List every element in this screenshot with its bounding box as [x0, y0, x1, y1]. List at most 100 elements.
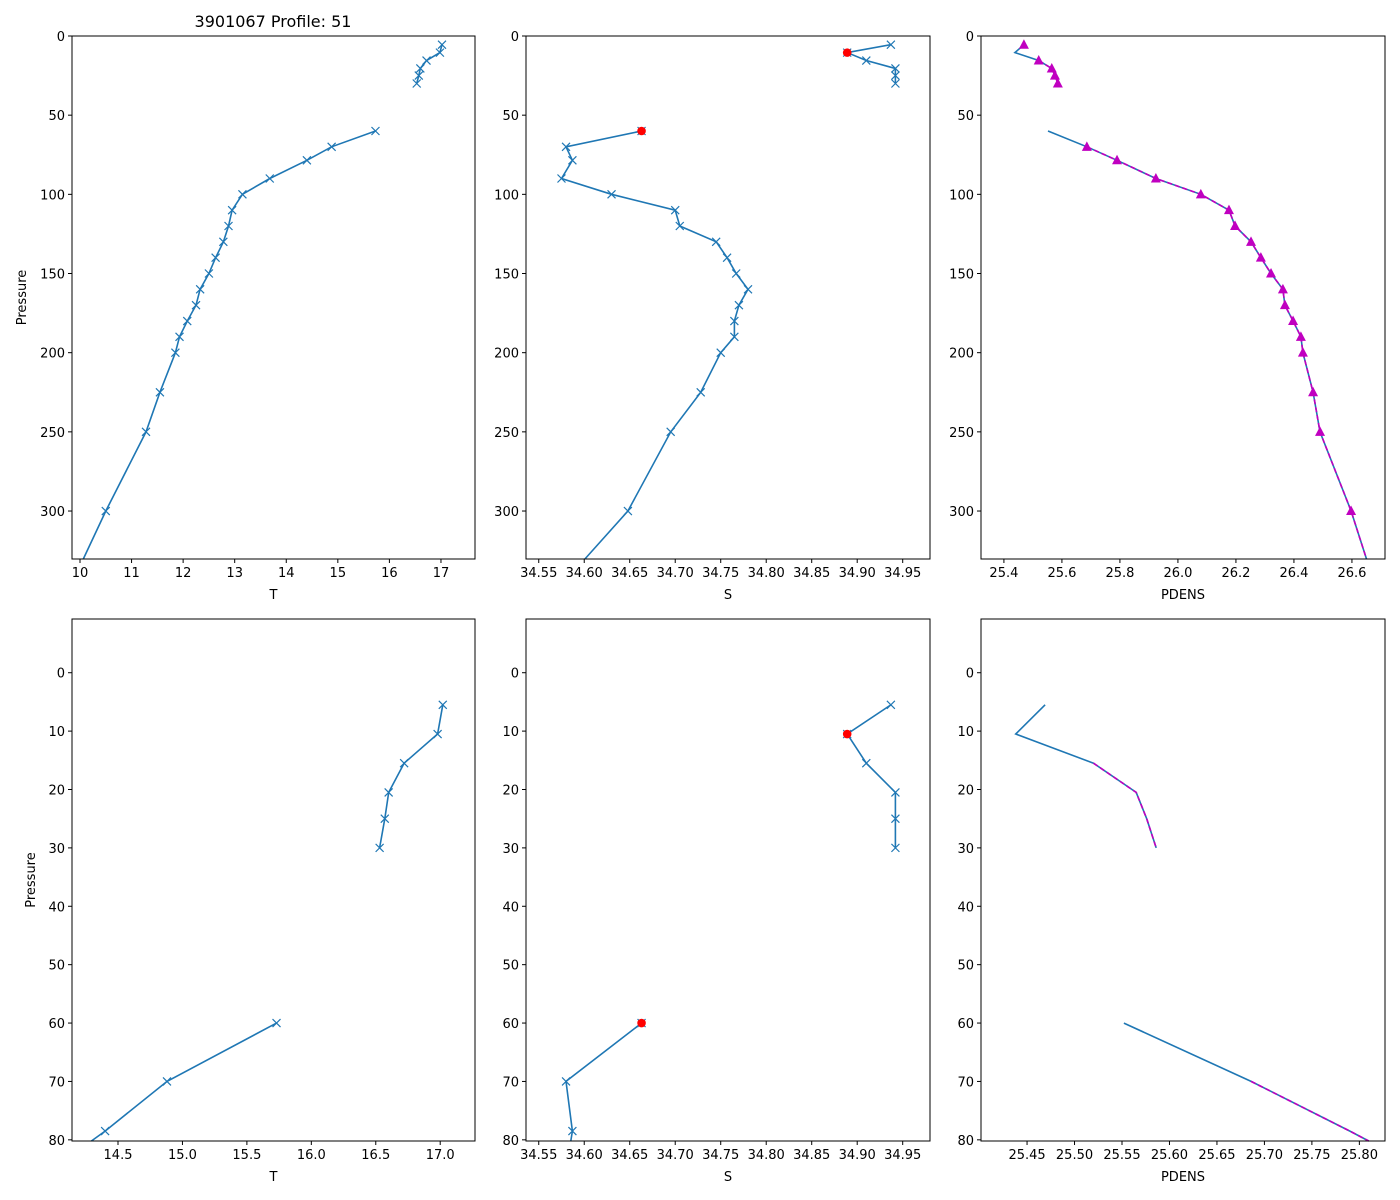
y-tick-label: 0 — [57, 30, 65, 45]
pdens-qc-point — [1049, 70, 1060, 80]
x-tick-label: 25.45 — [1008, 1148, 1045, 1163]
s-point — [734, 300, 744, 310]
s-point — [743, 284, 753, 294]
x-tick-label: 14.5 — [104, 1148, 133, 1163]
s-point — [561, 1077, 571, 1086]
x-tick-label: 34.75 — [702, 1148, 739, 1163]
t-point — [422, 56, 431, 65]
s-point — [729, 316, 739, 326]
s-point — [675, 221, 685, 231]
flagged-salinity-point — [842, 729, 852, 739]
s-point — [731, 269, 741, 278]
plot-area — [1013, 39, 1368, 560]
t-point — [327, 142, 337, 152]
y-tick-label: 100 — [494, 188, 519, 203]
x-tick-label: 34.60 — [566, 1148, 603, 1163]
t-point — [100, 1126, 110, 1136]
y-axis-label: Pressure — [15, 270, 30, 326]
x-tick-label: 26.4 — [1279, 566, 1308, 581]
x-tick-label: 25.8 — [1105, 566, 1134, 581]
s-point — [886, 40, 896, 50]
y-tick-label: 200 — [494, 347, 519, 362]
x-tick-label: 10 — [72, 566, 89, 581]
pdens-qc-line — [1093, 762, 1370, 1142]
x-tick-label: 15 — [330, 566, 347, 581]
y-tick-label: 300 — [949, 505, 974, 520]
plot-area — [82, 40, 447, 560]
s-point — [567, 1126, 577, 1136]
t-point — [204, 269, 214, 278]
y-tick-label: 50 — [502, 109, 519, 124]
x-tick-label: 11 — [123, 566, 140, 581]
s-point — [890, 79, 900, 88]
t-point — [224, 221, 233, 231]
t-point — [433, 729, 443, 739]
y-tick-label: 40 — [502, 900, 519, 915]
pdens-qc-point — [1150, 173, 1161, 183]
x-tick-label: 16 — [381, 566, 398, 581]
y-tick-label: 30 — [957, 842, 974, 857]
y-tick-label: 0 — [966, 30, 974, 45]
figure-title: 3901067 Profile: 51 — [195, 12, 352, 31]
x-tick-label: 34.55 — [520, 1148, 557, 1163]
s-point — [670, 205, 680, 215]
s-point — [861, 758, 871, 768]
y-tick-label: 50 — [48, 109, 65, 124]
axes-frame — [71, 35, 476, 560]
y-axis-label: Pressure — [24, 852, 39, 908]
y-tick-label: 250 — [40, 426, 65, 441]
y-tick-label: 200 — [40, 347, 65, 362]
subplot-t-full: 10 11 12 13 14 15 16 17 0 50 100 150 200 250 300 T Press… — [15, 30, 476, 603]
t-point — [438, 700, 448, 710]
y-tick-label: 50 — [957, 109, 974, 124]
subplot-s-full: 34.55 34.60 34.65 34.70 34.75 34.80 34.85 34.90… — [494, 30, 931, 603]
y-tick-label: 60 — [48, 1017, 65, 1032]
s-point — [861, 56, 871, 65]
y-tick-label: 0 — [966, 667, 974, 682]
s-line — [565, 704, 897, 1142]
t-point — [141, 427, 151, 437]
pdens-qc-point — [1223, 204, 1234, 215]
x-tick-label: 14 — [278, 566, 295, 581]
y-tick-label: 100 — [949, 188, 974, 203]
plot-area — [557, 40, 900, 560]
pdens-qc-point — [1308, 386, 1319, 397]
x-tick-label: 34.65 — [611, 566, 648, 581]
pdens-qc-point — [1046, 62, 1057, 73]
s-point — [890, 843, 900, 853]
x-tick-label: 34.70 — [657, 1148, 694, 1163]
y-tick-label: 100 — [40, 188, 65, 203]
axes-frame — [980, 35, 1386, 560]
s-point — [886, 700, 896, 710]
axes-frame — [525, 35, 931, 560]
s-point — [716, 348, 726, 358]
pdens-qc-point — [1295, 331, 1306, 341]
x-tick-label: 15.5 — [232, 1148, 261, 1163]
s-point — [557, 174, 566, 183]
t-point — [162, 1077, 172, 1086]
y-tick-label: 300 — [494, 505, 519, 520]
x-tick-label: 12 — [175, 566, 192, 581]
t-point — [412, 79, 422, 88]
t-point — [272, 1018, 281, 1028]
x-tick-label: 15.0 — [168, 1148, 197, 1163]
subplot-t-zoom: 14.5 15.0 15.5 16.0 16.5 17.0 0 10 20 30 40 50 60 70 8… — [24, 618, 476, 1185]
s-point — [890, 71, 900, 81]
x-tick-label: 34.90 — [839, 566, 876, 581]
plot-area — [561, 700, 900, 1142]
x-tick-label: 25.50 — [1056, 1148, 1093, 1163]
t-point — [218, 237, 228, 247]
y-tick-label: 200 — [949, 347, 974, 362]
x-tick-label: 25.80 — [1341, 1148, 1378, 1163]
s-point — [696, 387, 706, 397]
y-tick-label: 60 — [502, 1017, 519, 1032]
t-point — [399, 758, 409, 768]
x-tick-label: 34.55 — [520, 566, 557, 581]
y-tick-label: 40 — [957, 900, 974, 915]
x-axis-label: S — [724, 588, 732, 603]
y-tick-label: 10 — [957, 725, 974, 740]
t-point — [155, 387, 165, 397]
t-point — [414, 71, 424, 81]
y-tick-label: 20 — [48, 783, 65, 798]
